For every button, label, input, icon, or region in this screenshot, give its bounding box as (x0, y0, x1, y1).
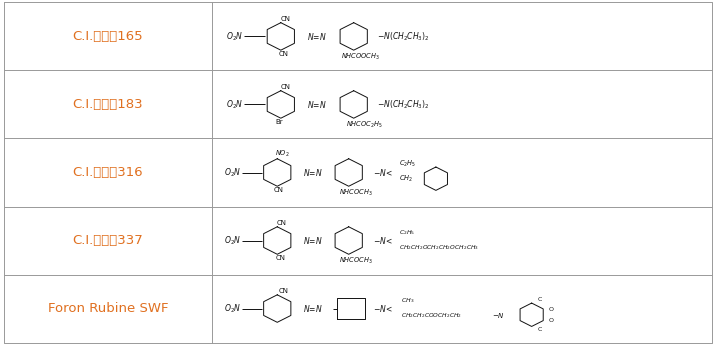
Text: $CH_3$: $CH_3$ (401, 297, 415, 305)
Text: CN: CN (281, 83, 291, 90)
Text: O: O (548, 307, 553, 312)
Text: $N\!=\!N$: $N\!=\!N$ (303, 303, 323, 314)
Text: $N\!=\!N$: $N\!=\!N$ (303, 235, 323, 246)
Text: $CH_2CH_2COOCH_2CH_2$: $CH_2CH_2COOCH_2CH_2$ (401, 311, 462, 320)
Text: $N\!=\!N$: $N\!=\!N$ (307, 99, 327, 110)
Text: $C_2H_5$: $C_2H_5$ (399, 159, 416, 169)
Text: C.I.分散蓝316: C.I.分散蓝316 (72, 166, 143, 179)
Text: $-N$<: $-N$< (373, 303, 392, 314)
Text: O: O (548, 317, 553, 323)
Text: CN: CN (274, 187, 284, 193)
Text: $NHCOC_2H_5$: $NHCOC_2H_5$ (346, 120, 383, 130)
Text: $CH_2$: $CH_2$ (399, 174, 413, 184)
Text: $O_2N$: $O_2N$ (226, 30, 243, 43)
Text: $-N$: $-N$ (492, 311, 505, 320)
Text: $-N(CH_2CH_3)_2$: $-N(CH_2CH_3)_2$ (377, 98, 430, 111)
Text: $-N(CH_2CH_3)_2$: $-N(CH_2CH_3)_2$ (377, 30, 430, 43)
Text: $NO_2$: $NO_2$ (275, 149, 289, 159)
Text: $NHCOCH_3$: $NHCOCH_3$ (339, 188, 373, 198)
Text: C.I.分散蓝337: C.I.分散蓝337 (72, 234, 143, 247)
Text: C.I.分散蓝183: C.I.分散蓝183 (72, 98, 143, 111)
Text: $-N$<: $-N$< (373, 235, 392, 246)
Text: $O_2N$: $O_2N$ (226, 98, 243, 111)
Text: Br: Br (276, 119, 283, 125)
Text: C.I.分散红165: C.I.分散红165 (72, 30, 143, 43)
Text: $CH_2CH_2OCH_2CH_2OCH_2CH_3$: $CH_2CH_2OCH_2CH_2OCH_2CH_3$ (399, 243, 479, 252)
Text: $N\!=\!N$: $N\!=\!N$ (303, 167, 323, 178)
Text: $-N$<: $-N$< (373, 167, 392, 178)
Text: $NHCOOCH_3$: $NHCOOCH_3$ (342, 52, 380, 62)
Text: CN: CN (281, 16, 291, 21)
Text: C: C (538, 327, 542, 332)
Text: C: C (538, 297, 542, 302)
Text: $NHCOCH_3$: $NHCOCH_3$ (339, 256, 373, 266)
Text: CN: CN (279, 51, 289, 57)
Text: $O_2N$: $O_2N$ (223, 234, 241, 247)
Text: CN: CN (279, 288, 289, 294)
Text: CN: CN (277, 220, 287, 226)
Text: $N\!=\!N$: $N\!=\!N$ (307, 31, 327, 42)
Text: $O_2N$: $O_2N$ (223, 166, 241, 179)
Text: CN: CN (276, 255, 286, 262)
Text: $O_2N$: $O_2N$ (223, 302, 241, 315)
Text: Foron Rubine SWF: Foron Rubine SWF (48, 302, 168, 315)
Text: $C_2H_5$: $C_2H_5$ (399, 228, 415, 237)
